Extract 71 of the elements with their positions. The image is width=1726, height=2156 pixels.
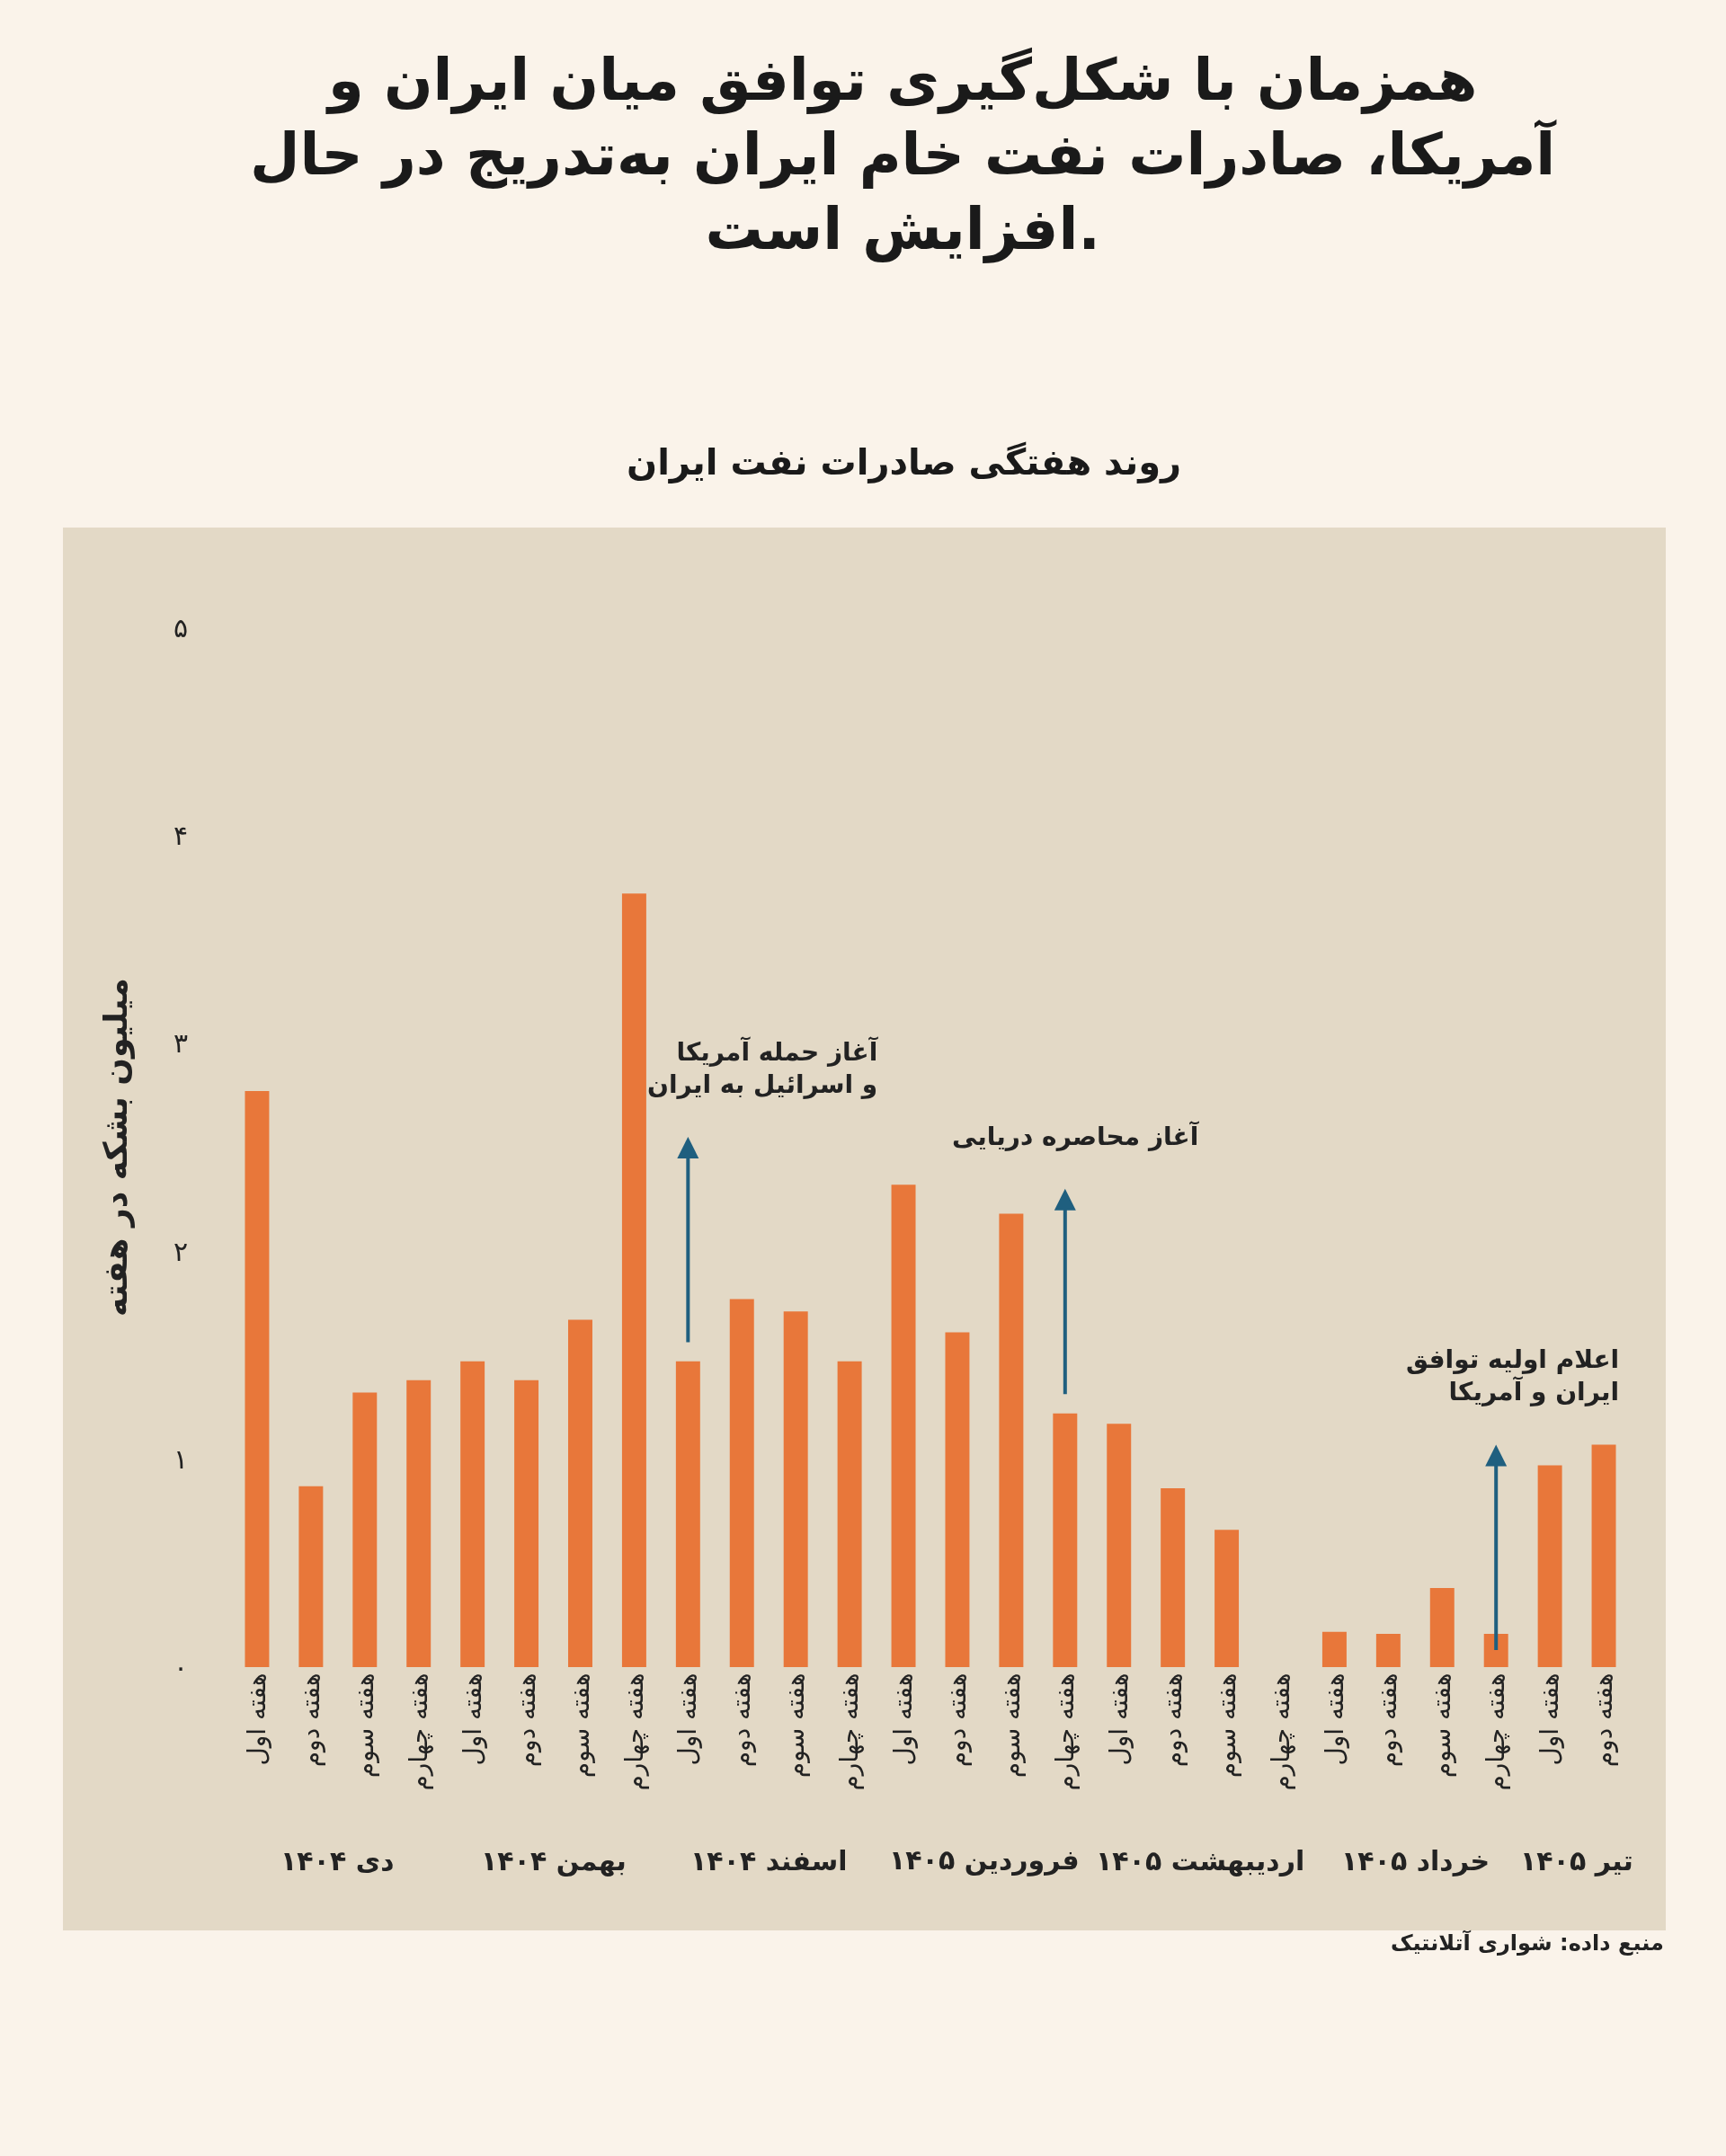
text: منبع داده: شواری آتلانتیک — [1391, 1930, 1664, 1956]
bar — [891, 1184, 916, 1667]
chart-title: همزمان با شکل‌گیری توافق میان ایران و آمریکا، صادرات نفت خام ایران به‌تدریج در حال افزایش است. — [250, 47, 1558, 264]
bar — [1214, 1530, 1240, 1667]
bar — [1053, 1413, 1078, 1667]
text: بهمن ۱۴۰۴ — [481, 1845, 627, 1877]
x-tick-label: هفته سوم — [780, 1672, 811, 1779]
bar — [729, 1299, 754, 1667]
bar — [460, 1361, 485, 1667]
text: تیر ۱۴۰۵ — [1520, 1845, 1633, 1877]
y-tick-label: ۰ — [173, 1651, 188, 1683]
chart-subtitle: روند هفتگی صادرات نفت ایران — [627, 441, 1182, 484]
bar — [1375, 1633, 1401, 1667]
annotation: آغاز حمله آمریکا و اسرائیل به ایران — [647, 1036, 879, 1100]
x-tick-label: هفته چهارم — [1481, 1672, 1511, 1791]
bar — [783, 1311, 808, 1667]
bar — [1483, 1633, 1508, 1667]
bar — [675, 1361, 700, 1667]
x-tick-label: هفته دوم — [1373, 1672, 1403, 1768]
annotation: آغاز محاصره دریایی — [952, 1121, 1200, 1151]
x-tick-label: هفته چهارم — [1265, 1672, 1295, 1791]
x-tick-label: هفته اول — [888, 1672, 919, 1766]
bar — [1161, 1488, 1186, 1667]
x-tick-label: هفته سوم — [1211, 1672, 1241, 1779]
x-tick-label: هفته اول — [242, 1672, 272, 1766]
bar — [1537, 1465, 1562, 1667]
y-axis-title: میلیون بشکه در هفته — [96, 978, 135, 1317]
bar — [1321, 1631, 1347, 1667]
bar — [514, 1380, 539, 1667]
x-tick-label: هفته سوم — [565, 1672, 595, 1779]
y-tick-label: ۵ — [173, 611, 188, 643]
bar — [245, 1091, 270, 1667]
x-tick-label: هفته اول — [457, 1672, 487, 1766]
bar — [945, 1332, 970, 1667]
x-tick-label: هفته چهارم — [618, 1672, 649, 1791]
bar — [352, 1392, 378, 1667]
x-tick-label: هفته چهارم — [1049, 1672, 1080, 1791]
x-tick-label: هفته اول — [1319, 1672, 1349, 1766]
bar — [837, 1361, 862, 1667]
x-tick-label: هفته چهارم — [834, 1672, 865, 1791]
bar — [999, 1213, 1024, 1667]
bar — [406, 1380, 432, 1667]
x-tick-label: هفته سوم — [995, 1672, 1026, 1779]
y-tick-label: ۴ — [173, 819, 188, 851]
text: اردیبهشت ۱۴۰۵ — [1096, 1845, 1305, 1877]
x-tick-label: هفته اول — [672, 1672, 703, 1766]
bar — [1107, 1424, 1132, 1667]
x-tick-label: هفته اول — [1535, 1672, 1565, 1766]
y-tick-label: ۱ — [173, 1443, 188, 1476]
x-tick-label: هفته دوم — [1588, 1672, 1619, 1768]
text: خرداد ۱۴۰۵ — [1341, 1845, 1490, 1877]
x-tick-label: هفته چهارم — [403, 1672, 433, 1791]
bar — [568, 1319, 592, 1667]
bar — [621, 893, 646, 1667]
x-tick-label: هفته اول — [1103, 1672, 1134, 1766]
annotation: اعلام اولیه توافق ایران و آمریکا — [1406, 1344, 1620, 1407]
bar — [1429, 1588, 1455, 1667]
x-tick-label: هفته دوم — [1157, 1672, 1188, 1768]
x-tick-label: هفته دوم — [942, 1672, 973, 1768]
x-tick-label: هفته دوم — [726, 1672, 757, 1768]
y-tick-label: ۳ — [173, 1027, 188, 1060]
text: اسفند ۱۴۰۴ — [690, 1845, 848, 1877]
text: دی ۱۴۰۴ — [280, 1845, 395, 1877]
x-tick-label: هفته دوم — [511, 1672, 541, 1768]
text: فروردین ۱۴۰۵ — [889, 1844, 1080, 1877]
bar — [298, 1486, 324, 1667]
bar — [1591, 1444, 1616, 1667]
y-tick-label: ۲ — [173, 1235, 188, 1267]
x-tick-label: هفته سوم — [1427, 1672, 1457, 1779]
x-tick-label: هفته دوم — [295, 1672, 325, 1768]
x-tick-label: هفته سوم — [349, 1672, 379, 1779]
